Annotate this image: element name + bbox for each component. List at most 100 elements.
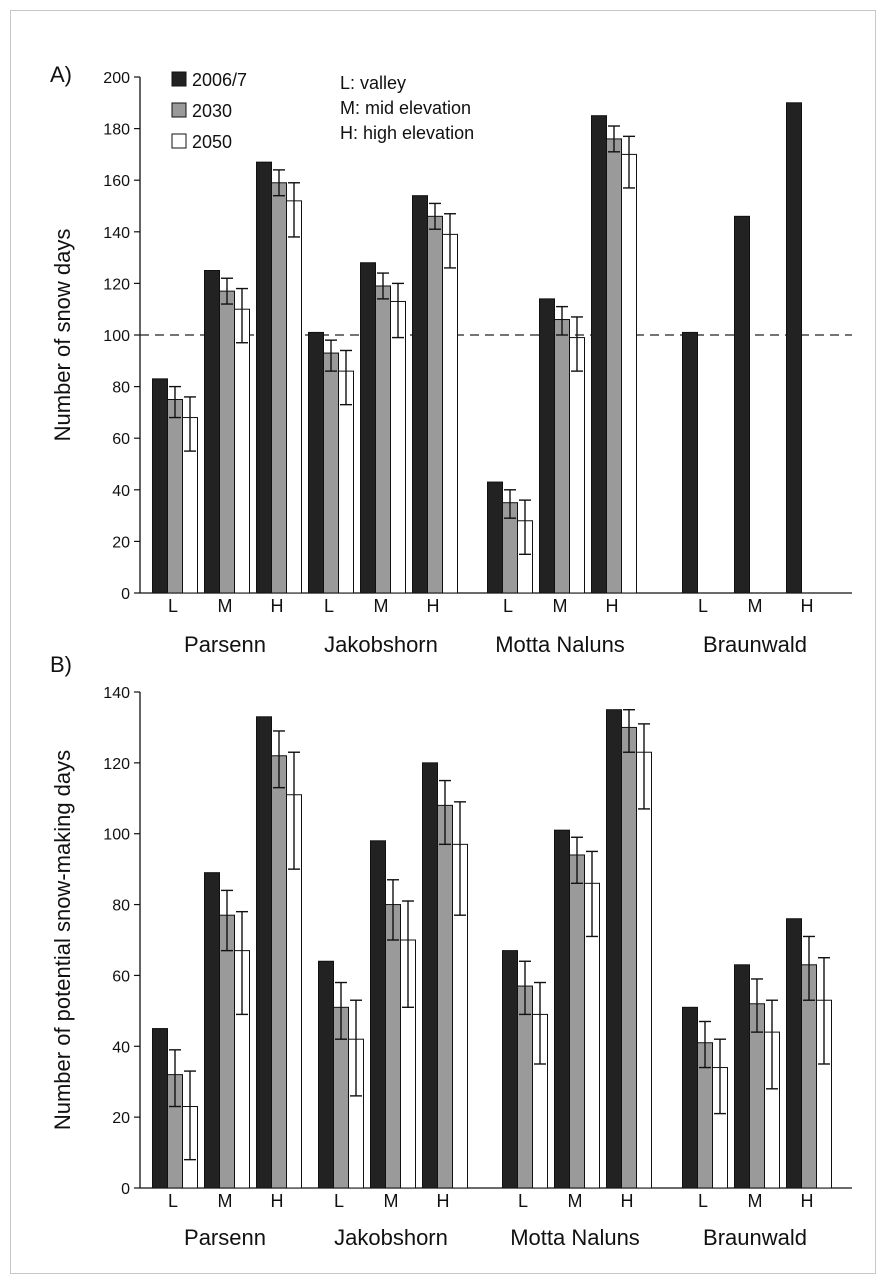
bar bbox=[427, 215, 443, 594]
y-tick-label: 20 bbox=[112, 1110, 130, 1127]
bar bbox=[554, 829, 570, 1189]
bar bbox=[204, 872, 220, 1189]
bar bbox=[554, 319, 570, 594]
bar bbox=[606, 138, 622, 594]
group-label: Parsenn bbox=[184, 632, 266, 657]
category-label: H bbox=[606, 596, 619, 616]
category-label: H bbox=[271, 1191, 284, 1211]
bar bbox=[375, 285, 391, 594]
legend-label: 2006/7 bbox=[192, 70, 247, 90]
y-tick-label: 200 bbox=[103, 70, 130, 87]
bar bbox=[517, 985, 533, 1189]
category-label: H bbox=[437, 1191, 450, 1211]
legend-label: 2030 bbox=[192, 101, 232, 121]
category-label: L bbox=[168, 596, 178, 616]
bar bbox=[682, 1006, 698, 1189]
panel-label: B) bbox=[50, 652, 72, 677]
panel-b: B) 0 20 40 60 80 100 120 140 Number of potential … bbox=[50, 652, 852, 1250]
bar bbox=[437, 804, 453, 1189]
y-tick-label: 80 bbox=[112, 898, 130, 915]
y-tick-label: 120 bbox=[103, 756, 130, 773]
category-label: H bbox=[427, 596, 440, 616]
bar bbox=[621, 153, 637, 594]
bar bbox=[234, 308, 250, 594]
y-tick-label: 120 bbox=[103, 276, 130, 293]
category-label: L bbox=[698, 596, 708, 616]
bar bbox=[442, 233, 458, 594]
category-label: M bbox=[374, 596, 389, 616]
bar bbox=[271, 182, 287, 594]
y-tick-label: 160 bbox=[103, 173, 130, 190]
y-tick-label: 180 bbox=[103, 122, 130, 139]
bar bbox=[621, 726, 637, 1189]
category-label: H bbox=[271, 596, 284, 616]
bar bbox=[422, 762, 438, 1189]
category-label: L bbox=[334, 1191, 344, 1211]
category-label: L bbox=[168, 1191, 178, 1211]
annotation-text: L: valley bbox=[340, 73, 406, 93]
bar bbox=[370, 840, 386, 1189]
bar bbox=[569, 337, 585, 594]
annotation-text: H: high elevation bbox=[340, 123, 474, 143]
legend-swatch bbox=[171, 71, 187, 87]
bar bbox=[256, 716, 272, 1189]
group-label: Motta Naluns bbox=[510, 1225, 640, 1250]
y-tick-label: 100 bbox=[103, 328, 130, 345]
y-tick-label: 40 bbox=[112, 483, 130, 500]
bar bbox=[682, 331, 698, 594]
y-tick-label: 60 bbox=[112, 968, 130, 985]
bar bbox=[323, 352, 339, 594]
category-label: H bbox=[621, 1191, 634, 1211]
bar bbox=[256, 161, 272, 594]
y-axis-label: Number of potential snow-making days bbox=[50, 750, 75, 1130]
bar bbox=[569, 854, 585, 1189]
bar bbox=[360, 262, 376, 594]
bar bbox=[286, 200, 302, 594]
bar bbox=[271, 755, 287, 1189]
y-tick-label: 60 bbox=[112, 431, 130, 448]
category-label: M bbox=[748, 596, 763, 616]
y-tick-label: 40 bbox=[112, 1039, 130, 1056]
bar bbox=[318, 960, 334, 1189]
y-tick-label: 100 bbox=[103, 827, 130, 844]
category-label: M bbox=[748, 1191, 763, 1211]
bar bbox=[786, 102, 802, 594]
group-label: Jakobshorn bbox=[334, 1225, 448, 1250]
group-label: Braunwald bbox=[703, 632, 807, 657]
bar bbox=[734, 215, 750, 594]
bar bbox=[204, 270, 220, 594]
group-label: Braunwald bbox=[703, 1225, 807, 1250]
bar bbox=[167, 399, 183, 594]
bar bbox=[152, 1028, 168, 1189]
bar bbox=[390, 300, 406, 594]
category-label: M bbox=[218, 596, 233, 616]
bar bbox=[487, 481, 503, 594]
legend-swatch bbox=[171, 133, 187, 149]
y-axis-label: Number of snow days bbox=[50, 229, 75, 442]
category-label: H bbox=[801, 1191, 814, 1211]
legend-swatch bbox=[171, 102, 187, 118]
bar bbox=[219, 914, 235, 1189]
bar bbox=[786, 918, 802, 1189]
group-label: Motta Naluns bbox=[495, 632, 625, 657]
group-label: Parsenn bbox=[184, 1225, 266, 1250]
bar bbox=[539, 298, 555, 594]
bar bbox=[502, 950, 518, 1189]
category-label: L bbox=[503, 596, 513, 616]
bar bbox=[219, 290, 235, 594]
bar bbox=[636, 751, 652, 1189]
bar bbox=[308, 331, 324, 594]
category-label: M bbox=[218, 1191, 233, 1211]
panel-a: A) 0 20 40 60 80 100 120 140 160 180 200 Number of s… bbox=[50, 62, 852, 657]
figure-frame bbox=[10, 10, 876, 1274]
y-tick-label: 140 bbox=[103, 225, 130, 242]
y-tick-label: 0 bbox=[121, 586, 130, 603]
category-label: L bbox=[324, 596, 334, 616]
bar bbox=[591, 115, 607, 594]
category-label: H bbox=[801, 596, 814, 616]
category-label: L bbox=[518, 1191, 528, 1211]
y-tick-label: 140 bbox=[103, 685, 130, 702]
y-tick-label: 80 bbox=[112, 380, 130, 397]
